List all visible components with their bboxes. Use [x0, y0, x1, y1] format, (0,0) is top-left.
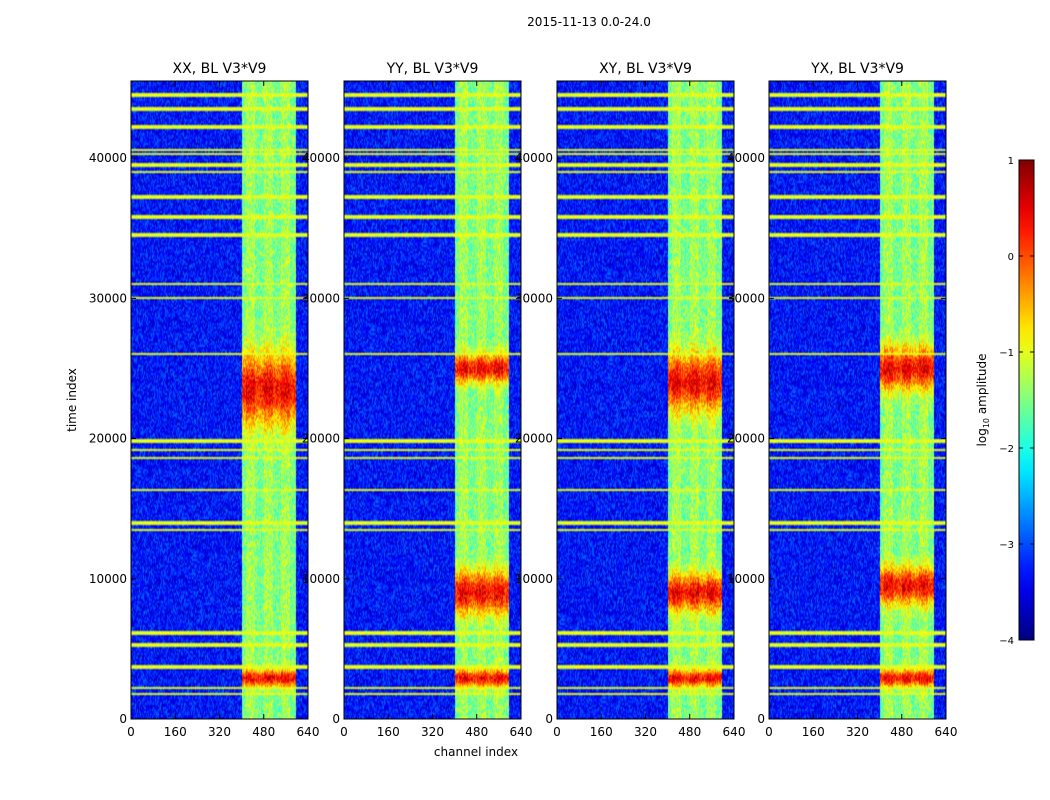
panel-3: XY, BL V3*V9 0 160 320 480 640 0 10000 20000 3000…	[515, 61, 746, 739]
x-tick-label: 320	[208, 725, 231, 739]
x-tick-label: 640	[510, 725, 533, 739]
colorbar-label-prefix: log	[975, 428, 989, 446]
y-tick-label: 0	[545, 712, 553, 726]
x-tick-label: 480	[252, 725, 275, 739]
x-tick-label: 320	[634, 725, 657, 739]
colorbar-tick-label: 1	[1008, 156, 1014, 167]
colorbar-tick-label: −1	[999, 348, 1014, 359]
y-tick-label: 20000	[89, 432, 127, 446]
x-tick-label: 480	[678, 725, 701, 739]
x-tick-label: 480	[465, 725, 488, 739]
panel-title: YX, BL V3*V9	[810, 61, 904, 77]
y-tick-label: 30000	[727, 291, 765, 305]
y-tick-label: 10000	[302, 572, 340, 586]
x-tick-label: 640	[935, 725, 958, 739]
panel-title: XX, BL V3*V9	[173, 61, 267, 77]
y-tick-label: 40000	[515, 151, 553, 165]
x-tick-label: 640	[297, 725, 320, 739]
y-tick-label: 30000	[89, 291, 127, 305]
panel-2: YY, BL V3*V9 0 160 320 480 640 0 10000 20000 3000…	[302, 61, 533, 739]
x-tick-label: 160	[164, 725, 187, 739]
figure-suptitle: 2015-11-13 0.0-24.0	[527, 15, 651, 29]
colorbar-tick-label: −3	[999, 540, 1014, 551]
x-tick-label: 480	[890, 725, 913, 739]
x-axis-label: channel index	[434, 745, 518, 759]
panel-title: YY, BL V3*V9	[386, 61, 479, 77]
y-tick-label: 40000	[727, 151, 765, 165]
colorbar-label-subscript: 10	[982, 418, 991, 428]
colorbar-tick-label: −2	[999, 444, 1014, 455]
colorbar-label: log10 amplitude	[975, 354, 991, 447]
y-tick-label: 20000	[727, 432, 765, 446]
y-tick-label: 40000	[89, 151, 127, 165]
y-tick-label: 30000	[302, 291, 340, 305]
y-tick-label: 10000	[89, 572, 127, 586]
y-tick-label: 40000	[302, 151, 340, 165]
colorbar-tick-label: −4	[999, 636, 1014, 647]
heatmap-image	[131, 81, 308, 719]
panel-1: XX, BL V3*V9 0 160 320 480 640 0 10000 20000 3000…	[89, 61, 320, 739]
panel-title: XY, BL V3*V9	[599, 61, 692, 77]
heatmap-image	[557, 81, 734, 719]
panel-4: YX, BL V3*V9 0 160 320 480 640 0 10000 20000 3000…	[727, 61, 958, 739]
colorbar-tick-label: 0	[1008, 252, 1014, 263]
colorbar-label-suffix: amplitude	[975, 354, 989, 418]
heatmap-image	[769, 81, 946, 719]
y-tick-label: 20000	[302, 432, 340, 446]
x-tick-label: 0	[127, 725, 135, 739]
y-tick-label: 10000	[727, 572, 765, 586]
x-tick-label: 160	[802, 725, 825, 739]
x-tick-label: 0	[340, 725, 348, 739]
x-tick-label: 640	[723, 725, 746, 739]
y-tick-label: 0	[757, 712, 765, 726]
x-tick-label: 160	[377, 725, 400, 739]
colorbar-gradient	[1018, 159, 1035, 641]
y-tick-label: 10000	[515, 572, 553, 586]
y-axis-label: time index	[65, 368, 79, 432]
x-tick-label: 0	[765, 725, 773, 739]
heatmap-image	[344, 81, 521, 719]
y-tick-label: 0	[119, 712, 127, 726]
y-tick-label: 0	[332, 712, 340, 726]
x-tick-label: 320	[421, 725, 444, 739]
y-tick-label: 20000	[515, 432, 553, 446]
x-tick-label: 160	[590, 725, 613, 739]
x-tick-label: 320	[846, 725, 869, 739]
y-tick-label: 30000	[515, 291, 553, 305]
x-tick-label: 0	[553, 725, 561, 739]
